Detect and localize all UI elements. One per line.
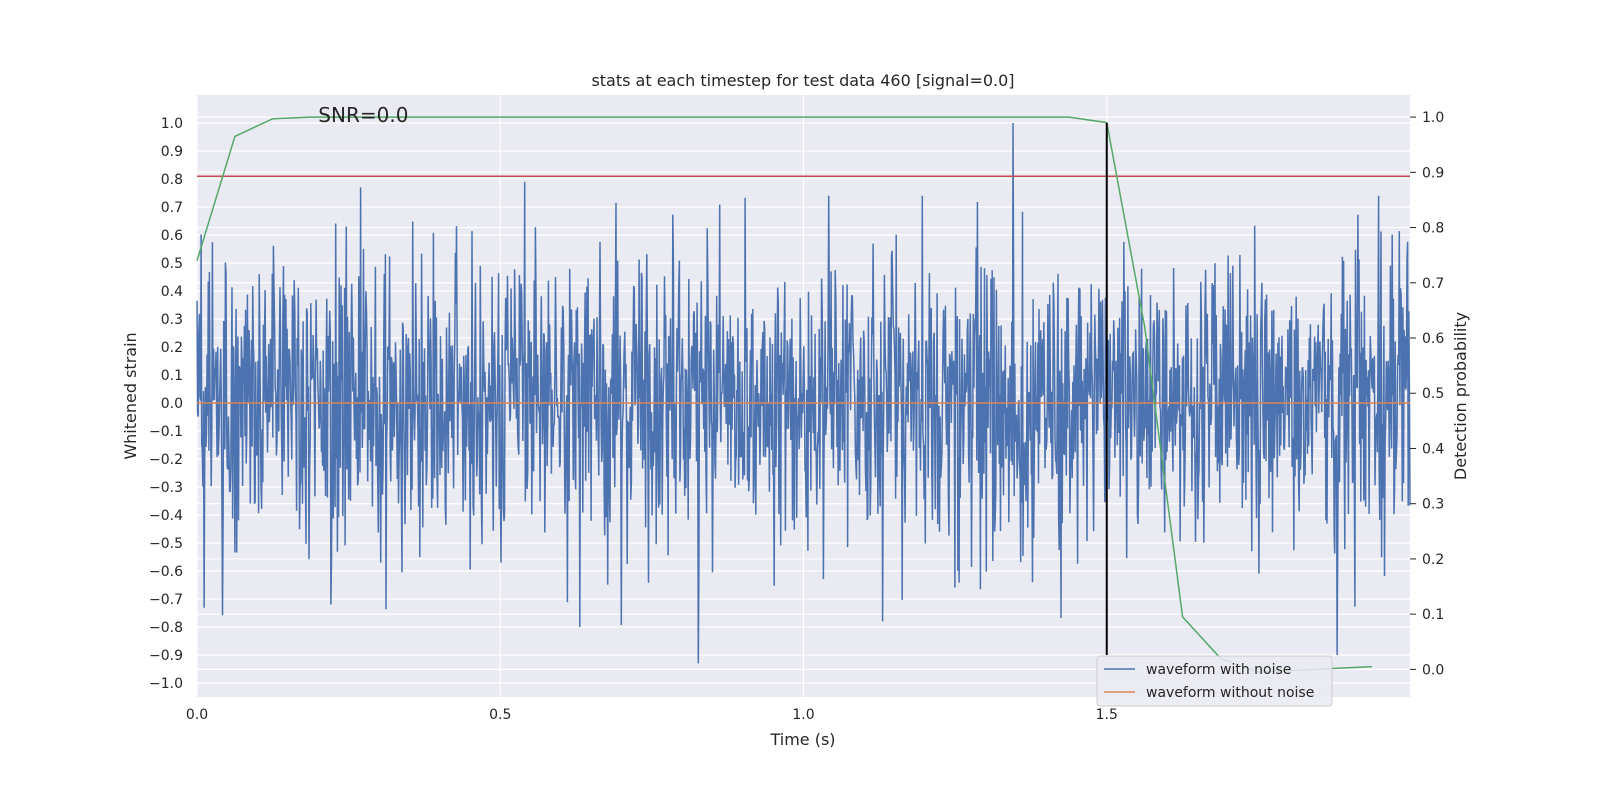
legend: waveform with noise waveform without noi… (1096, 655, 1333, 707)
y-left-tick-label: 0.2 (161, 340, 183, 356)
y-left-tick-label: 0.9 (161, 144, 183, 160)
y-left-tick-label: −0.7 (149, 592, 183, 608)
y-left-tick-label: 1.0 (161, 116, 183, 132)
y-left-tick-label: 0.0 (161, 396, 183, 412)
legend-label-waveform-without-noise: waveform without noise (1146, 685, 1314, 701)
y-axis-left-label: Whitened strain (121, 332, 140, 459)
x-axis-label: Time (s) (769, 730, 835, 749)
y-right-tick-label: 1.0 (1422, 110, 1444, 126)
y-left-tick-label: −0.6 (149, 564, 183, 580)
y-left-tick-label: 0.7 (161, 200, 183, 216)
y-right-tick-label: 0.6 (1422, 331, 1444, 347)
x-tick-label: 1.5 (1096, 707, 1118, 723)
y-right-tick-label: 0.9 (1422, 165, 1444, 181)
y-right-tick-label: 0.0 (1422, 662, 1444, 678)
y-axis-right-ticks: 1.0 0.9 0.8 0.7 0.6 0.5 0.4 0.3 0.2 0.1 0.0 (1410, 110, 1444, 678)
y-left-tick-label: 0.1 (161, 368, 183, 384)
y-right-tick-label: 0.4 (1422, 441, 1444, 457)
y-left-tick-label: −0.3 (149, 480, 183, 496)
y-left-tick-label: −0.1 (149, 424, 183, 440)
y-left-tick-label: 0.3 (161, 312, 183, 328)
y-left-tick-label: −0.4 (149, 508, 183, 524)
chart-title: stats at each timestep for test data 460… (591, 71, 1014, 90)
x-tick-label: 0.5 (489, 707, 511, 723)
y-left-tick-label: −0.5 (149, 536, 183, 552)
y-right-tick-label: 0.1 (1422, 607, 1444, 623)
x-tick-label: 1.0 (792, 707, 814, 723)
y-left-tick-label: 0.6 (161, 228, 183, 244)
y-left-tick-label: 0.5 (161, 256, 183, 272)
series-line-waveform-with-noise (196, 122, 1411, 664)
x-axis-ticks: 0.0 0.5 1.0 1.5 (186, 707, 1118, 723)
y-left-tick-label: −0.2 (149, 452, 183, 468)
y-axis-right-label: Detection probability (1451, 312, 1470, 480)
y-right-tick-label: 0.8 (1422, 221, 1444, 237)
y-left-tick-label: −1.0 (149, 676, 183, 692)
y-left-tick-label: −0.8 (149, 620, 183, 636)
legend-label-waveform-with-noise: waveform with noise (1146, 662, 1291, 678)
y-right-tick-label: 0.5 (1422, 386, 1444, 402)
y-left-tick-label: 0.4 (161, 284, 183, 300)
y-left-tick-label: −0.9 (149, 648, 183, 664)
legend-box (1096, 655, 1333, 707)
y-right-tick-label: 0.7 (1422, 276, 1444, 292)
y-right-tick-label: 0.3 (1422, 497, 1444, 513)
snr-annotation: SNR=0.0 (318, 103, 408, 127)
y-axis-left-ticks: 1.0 0.9 0.8 0.7 0.6 0.5 0.4 0.3 0.2 0.1 0.0 −0.1 −0.… (149, 116, 183, 692)
y-right-tick-label: 0.2 (1422, 552, 1444, 568)
x-tick-label: 0.0 (186, 707, 208, 723)
y-left-tick-label: 0.8 (161, 172, 183, 188)
